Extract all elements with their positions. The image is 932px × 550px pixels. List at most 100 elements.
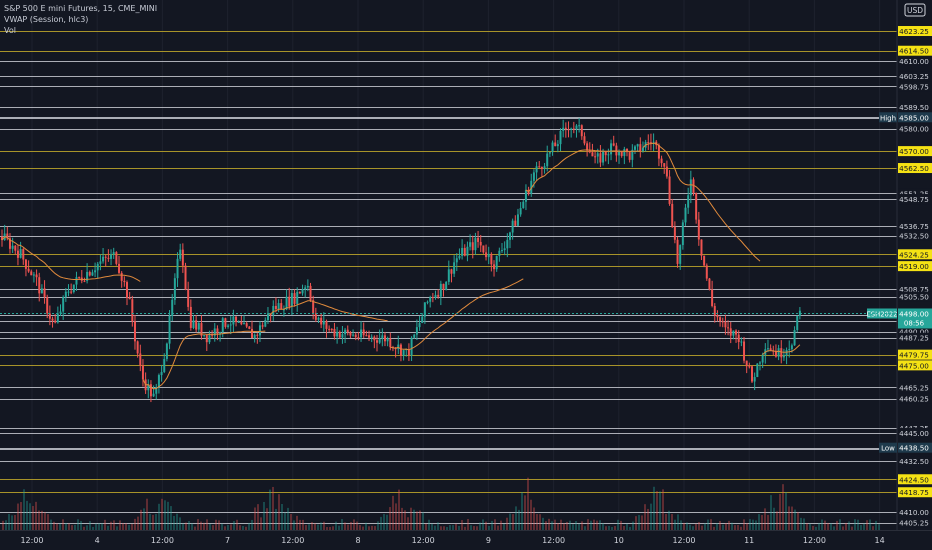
volume-bar <box>848 521 850 530</box>
price-tick-label: 4551.25 <box>899 189 929 198</box>
candle-body <box>344 329 347 335</box>
candle-body <box>524 189 527 202</box>
volume-bar <box>725 523 727 530</box>
candle-body <box>110 254 113 259</box>
price-label-bg <box>898 422 932 433</box>
volume-bar <box>122 523 124 530</box>
candle-body <box>221 318 224 333</box>
candle-body <box>272 305 275 315</box>
volume-bar <box>77 519 79 530</box>
volume-bar <box>98 523 100 530</box>
volume-bar <box>281 503 283 530</box>
candle-body <box>498 250 501 256</box>
candle-body <box>556 144 559 147</box>
candle-body <box>554 142 557 147</box>
candle-body <box>70 291 73 293</box>
candle-body <box>213 328 216 336</box>
volume-bar <box>851 526 853 530</box>
candle-body <box>769 348 772 351</box>
candle-body <box>163 358 166 373</box>
volume-bar <box>869 519 871 530</box>
candle-body <box>495 255 498 270</box>
volume-bar <box>209 523 211 530</box>
candle-body <box>588 150 591 153</box>
volume-bar <box>191 523 193 530</box>
extreme-tag-bg <box>879 112 897 123</box>
volume-bar <box>800 517 802 530</box>
volume-bar <box>431 523 433 530</box>
volume-bar <box>227 524 229 530</box>
price-label-bg <box>898 45 932 56</box>
candle-body <box>503 248 506 251</box>
price-tick-label: 4519.00 <box>899 262 929 271</box>
candle-body <box>399 344 402 356</box>
volume-indicator-label[interactable]: Vol <box>4 26 16 35</box>
volume-bar <box>464 526 466 530</box>
volume-bar <box>386 514 388 530</box>
volume-bar <box>257 504 259 530</box>
volume-bar <box>629 526 631 530</box>
candle-body <box>200 323 203 336</box>
extreme-tag-label: Low <box>881 445 895 453</box>
volume-bar <box>53 521 55 530</box>
price-label-bg <box>898 393 932 404</box>
volume-bar <box>704 523 706 530</box>
symbol-title[interactable]: S&P 500 E mini Futures, 15, CME_MINI <box>4 4 158 13</box>
volume-bar <box>440 526 442 530</box>
volume-bar <box>50 519 52 530</box>
candle-body <box>703 255 706 266</box>
vwap-indicator-label[interactable]: VWAP (Session, hlc3) <box>4 15 89 24</box>
candle-body <box>458 255 461 259</box>
volume-bar <box>149 513 151 530</box>
candle-body <box>165 343 168 359</box>
extreme-value-label: 4438.50 <box>899 444 929 453</box>
volume-bar <box>485 521 487 530</box>
volume-bar <box>401 507 403 530</box>
candle-body <box>705 265 708 279</box>
volume-bar <box>494 519 496 530</box>
volume-bar <box>164 500 166 530</box>
candle-body <box>27 268 30 272</box>
candle-body <box>301 289 304 294</box>
volume-bar <box>539 514 541 530</box>
candle-body <box>6 233 9 239</box>
time-tick-label: 12:00 <box>412 536 435 545</box>
volume-bar <box>572 524 574 530</box>
candle-body <box>171 299 174 316</box>
time-tick-label: 12:00 <box>803 536 826 545</box>
volume-bar <box>548 518 550 530</box>
candle-body <box>184 265 187 290</box>
candle-body <box>604 151 607 156</box>
current-price-value: 4498.00 <box>899 309 929 318</box>
candle-body <box>155 387 158 394</box>
price-tick-label: 4580.00 <box>899 125 929 134</box>
currency-label[interactable]: USD <box>907 6 923 15</box>
candle-body <box>160 372 163 376</box>
candle-body <box>256 334 259 336</box>
volume-bar <box>146 498 148 530</box>
volume-bar <box>731 522 733 530</box>
volume-bar <box>134 518 136 530</box>
extreme-tag-label: High <box>880 114 896 122</box>
volume-bar <box>14 515 16 530</box>
candle-body <box>548 152 551 154</box>
price-tick-label: 4570.00 <box>899 147 929 156</box>
volume-bar <box>449 525 451 530</box>
candle-body <box>67 291 70 293</box>
candle-body <box>72 284 75 293</box>
candle-body <box>381 335 384 339</box>
volume-bar <box>200 521 202 530</box>
volume-bar <box>689 524 691 530</box>
volume-bar <box>479 522 481 530</box>
candle-body <box>695 192 698 220</box>
candle-body <box>665 166 668 177</box>
volume-bar <box>578 523 580 530</box>
volume-bar <box>818 523 820 530</box>
volume-bar <box>806 523 808 530</box>
volume-bar <box>569 520 571 530</box>
currency-badge <box>904 3 926 17</box>
candle-body <box>538 166 541 168</box>
candle-body <box>636 144 639 147</box>
volume-bar <box>521 492 523 530</box>
